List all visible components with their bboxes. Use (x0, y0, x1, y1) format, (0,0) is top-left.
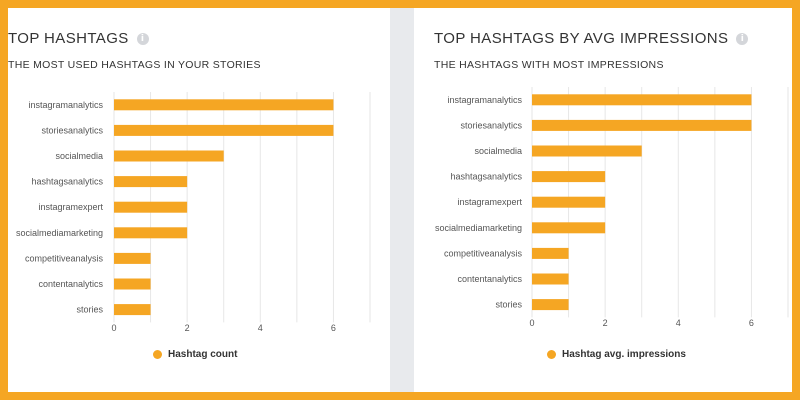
category-label: contentanalytics (457, 274, 522, 284)
bar (532, 196, 606, 208)
category-label: hashtagsanalytics (31, 177, 103, 187)
category-label: instagramanalytics (447, 95, 522, 105)
category-label: contentanalytics (38, 279, 103, 289)
legend-swatch (153, 350, 162, 359)
bar (114, 227, 188, 239)
bar (114, 278, 151, 290)
bar (532, 222, 606, 234)
panel-title: TOP HASHTAGS i (8, 30, 149, 47)
category-label: instagramanalytics (28, 100, 103, 110)
bar (114, 150, 224, 162)
category-label: competitiveanalysis (25, 253, 104, 263)
legend-swatch (547, 350, 556, 359)
legend-label: Hashtag count (168, 349, 238, 360)
panel-subtitle: THE MOST USED HASHTAGS IN YOUR STORIES (8, 59, 261, 71)
category-label: hashtagsanalytics (450, 172, 522, 182)
x-tick-label: 6 (749, 318, 754, 328)
category-label: storiesanalytics (41, 125, 103, 135)
x-tick-label: 2 (185, 323, 190, 333)
bar (114, 124, 334, 136)
hashtag-count-chart: 0 2 4 6 instagramanalytics storiesanalytics so… (16, 92, 371, 333)
x-tick-label: 6 (331, 323, 336, 333)
chart-legend[interactable]: Hashtag avg. impressions (547, 349, 686, 360)
chart-legend[interactable]: Hashtag count (153, 349, 237, 360)
bar (532, 247, 569, 259)
info-icon[interactable]: i (136, 32, 149, 45)
x-tick-label: 2 (603, 318, 608, 328)
panel-title-text: TOP HASHTAGS BY AVG IMPRESSIONS (434, 30, 729, 47)
category-label: instagramexpert (38, 202, 103, 212)
category-label: stories (76, 305, 103, 315)
panel-subtitle: THE HASHTAGS WITH MOST IMPRESSIONS (434, 59, 664, 71)
bar (114, 176, 188, 188)
bar (532, 273, 569, 285)
category-label: storiesanalytics (460, 120, 522, 130)
bar (532, 145, 642, 157)
x-tick-label: 0 (111, 323, 116, 333)
info-icon[interactable]: i (736, 32, 749, 45)
bar (114, 252, 151, 264)
top-hashtags-by-impressions-panel: TOP HASHTAGS BY AVG IMPRESSIONS i THE HA… (414, 8, 792, 392)
bar (532, 94, 752, 106)
bar (114, 304, 151, 316)
dashboard-area: TOP HASHTAGS i THE MOST USED HASHTAGS IN… (8, 8, 792, 392)
category-label: instagramexpert (457, 197, 522, 207)
category-label: socialmedia (474, 146, 522, 156)
panel-title: TOP HASHTAGS BY AVG IMPRESSIONS i (434, 30, 749, 47)
x-tick-label: 0 (529, 318, 534, 328)
x-tick-label: 4 (676, 318, 681, 328)
bar (114, 201, 188, 213)
panel-title-text: TOP HASHTAGS (8, 30, 129, 47)
x-tick-label: 4 (258, 323, 263, 333)
category-label: stories (495, 300, 522, 310)
category-label: competitiveanalysis (444, 248, 523, 258)
top-hashtags-panel: TOP HASHTAGS i THE MOST USED HASHTAGS IN… (8, 8, 390, 392)
legend-label: Hashtag avg. impressions (562, 349, 686, 360)
category-label: socialmediamarketing (435, 223, 522, 233)
hashtag-impressions-chart: 0 2 4 6 instagramanalytics storiesanalytics so… (435, 87, 789, 328)
bar (532, 119, 752, 131)
bar (532, 299, 569, 311)
bar (532, 171, 606, 183)
category-label: socialmediamarketing (16, 228, 103, 238)
bar (114, 99, 334, 111)
category-label: socialmedia (55, 151, 103, 161)
